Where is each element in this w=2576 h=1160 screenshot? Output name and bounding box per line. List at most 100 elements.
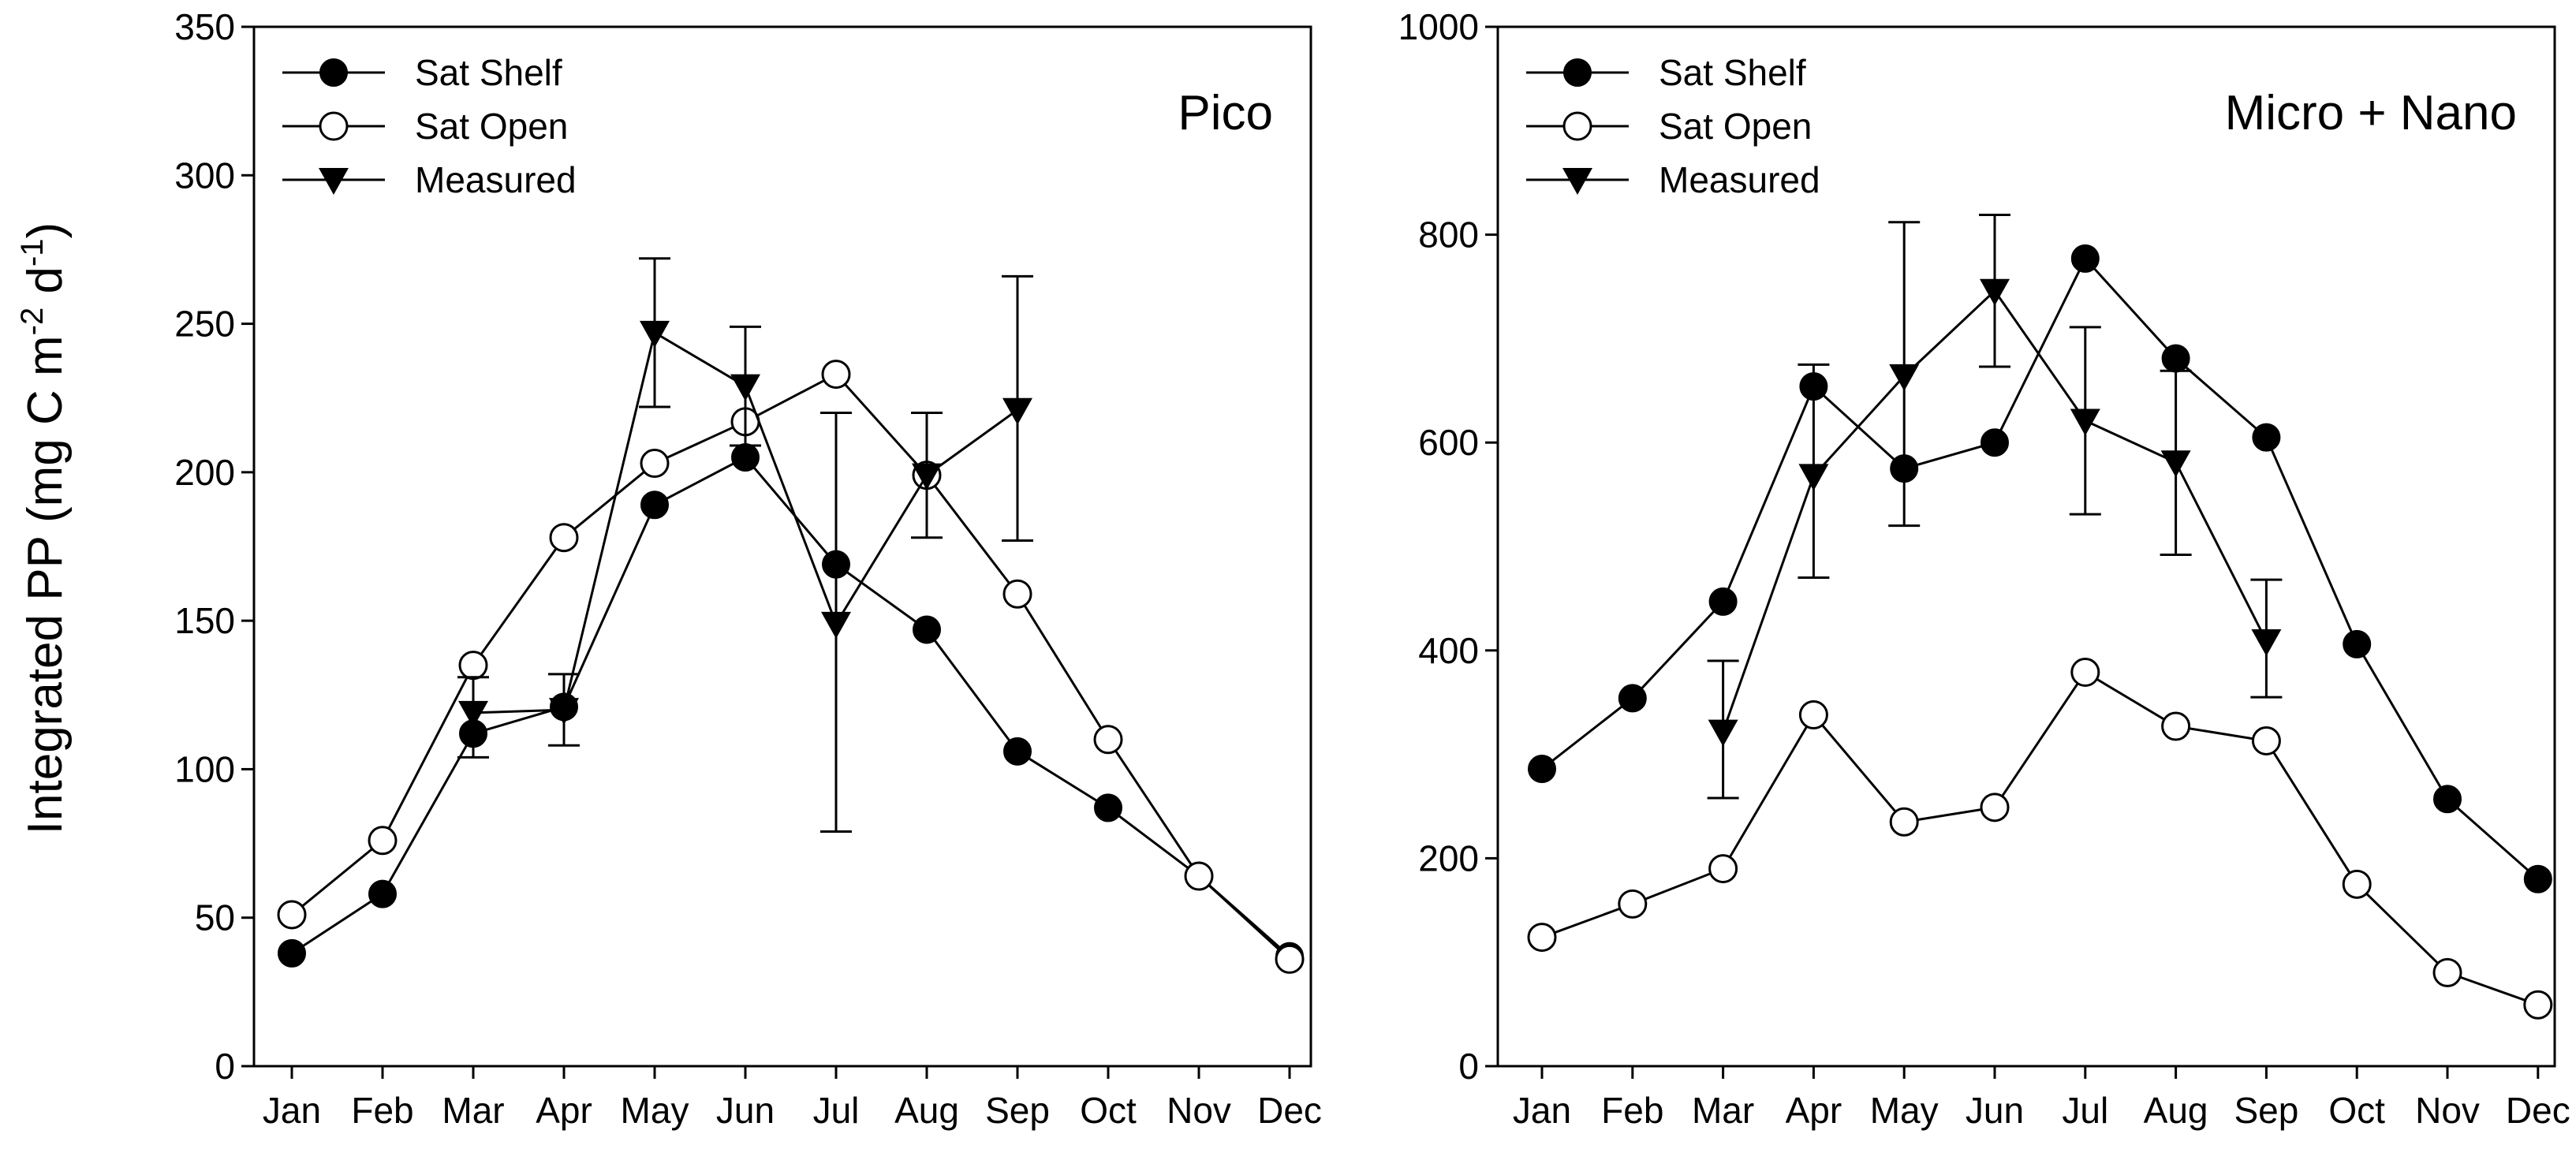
x-tick-label: Mar	[442, 1090, 504, 1131]
y-tick-label: 800	[1418, 214, 1479, 255]
y-tick-label: 300	[174, 155, 235, 196]
x-tick-label: May	[621, 1090, 689, 1131]
data-point-sat-shelf	[1981, 428, 2009, 457]
data-point-sat-shelf	[640, 490, 669, 520]
y-axis-label: Integrated PP (mg C m-2 d-1)	[15, 222, 73, 834]
x-tick-label: Oct	[1080, 1090, 1137, 1131]
data-point-sat-open	[1184, 861, 1214, 891]
data-point-sat-shelf	[2343, 629, 2372, 658]
data-point-sat-shelf	[368, 879, 397, 908]
x-tick-label: Feb	[351, 1090, 413, 1131]
x-tick-label: Nov	[1167, 1090, 1231, 1131]
data-point-sat-open	[2161, 711, 2191, 741]
y-tick-label: 600	[1418, 422, 1479, 463]
data-point-sat-open	[1798, 700, 1828, 730]
series-measured	[457, 257, 1033, 834]
plot-frame	[1496, 25, 2556, 1068]
data-point-sat-open	[2342, 869, 2372, 899]
data-point-sat-open	[1889, 807, 1919, 837]
data-point-measured	[912, 463, 942, 490]
data-point-sat-shelf	[278, 938, 306, 968]
data-point-sat-open	[640, 449, 670, 479]
data-point-measured	[2251, 628, 2282, 656]
data-point-measured	[1889, 364, 1920, 391]
y-tick-label: 200	[174, 452, 235, 493]
legend-label-sat-open: Sat Open	[415, 106, 568, 147]
data-point-sat-open	[1527, 923, 1557, 953]
series-line-sat-shelf	[1541, 256, 2539, 880]
data-point-sat-shelf	[2070, 244, 2100, 273]
legend-marker-measured	[319, 168, 349, 195]
y-tick-label: 50	[195, 897, 235, 938]
y-tick-label: 0	[1458, 1046, 1479, 1087]
data-point-sat-open	[1275, 944, 1305, 974]
data-point-sat-open	[2523, 990, 2553, 1020]
data-point-sat-shelf	[2523, 864, 2552, 893]
series-line-sat-open	[291, 372, 1291, 960]
data-point-sat-open	[549, 523, 579, 553]
legend-marker-measured	[1562, 168, 1592, 195]
y-tick-label: 100	[174, 748, 235, 789]
x-tick-label: May	[1870, 1090, 1939, 1131]
series-sat-shelf	[278, 443, 1304, 971]
legend-marker-sat-open	[1562, 111, 1592, 141]
data-point-measured	[640, 320, 670, 348]
legend-label-measured: Measured	[1659, 159, 1820, 200]
x-tick-label: Sep	[985, 1090, 1050, 1131]
x-tick-label: Feb	[1601, 1090, 1663, 1131]
x-tick-label: Apr	[536, 1090, 592, 1131]
data-point-sat-shelf	[2252, 423, 2281, 452]
data-point-measured	[821, 611, 851, 639]
data-point-measured	[1708, 719, 1738, 747]
data-point-sat-shelf	[913, 615, 941, 644]
x-tick-label: Jan	[263, 1090, 321, 1131]
legend-marker-sat-shelf	[1563, 58, 1592, 87]
x-tick-label: Dec	[2506, 1090, 2570, 1131]
series-measured	[1707, 214, 2283, 800]
x-tick-label: Mar	[1692, 1090, 1754, 1131]
data-point-sat-shelf	[1003, 737, 1032, 766]
legend-label-sat-shelf: Sat Shelf	[415, 52, 562, 93]
x-tick-label: Jul	[813, 1090, 860, 1131]
x-tick-label: Sep	[2234, 1090, 2298, 1131]
panel-title: Pico	[1178, 86, 1273, 140]
legend-label-measured: Measured	[415, 159, 577, 200]
data-point-sat-shelf	[1708, 587, 1738, 616]
y-tick-label: 250	[174, 304, 235, 345]
data-point-sat-shelf	[2161, 344, 2190, 373]
y-tick-label: 1000	[1398, 6, 1479, 47]
data-point-measured	[1002, 397, 1032, 425]
data-point-measured	[549, 698, 579, 725]
y-tick-label: 400	[1418, 630, 1479, 671]
series-sat-open	[1527, 657, 2553, 1020]
data-point-sat-open	[2070, 657, 2100, 687]
legend-marker-sat-shelf	[319, 58, 348, 87]
data-point-measured	[458, 700, 488, 728]
data-point-sat-open	[2251, 725, 2281, 755]
series-line-sat-open	[1541, 670, 2539, 1006]
y-tick-label: 200	[1418, 837, 1479, 878]
plot-frame	[252, 25, 1312, 1068]
data-point-sat-open	[368, 826, 398, 856]
y-tick-label: 150	[174, 600, 235, 641]
x-tick-label: Jun	[1966, 1090, 2024, 1131]
y-tick-label: 0	[215, 1046, 235, 1087]
x-tick-label: Nov	[2415, 1090, 2480, 1131]
data-point-sat-open	[821, 360, 851, 390]
chart-micro-nano: 0 200 400 600 800 1000 Jan Feb Mar Apr May Jun Jul Au…	[1398, 6, 2570, 1131]
data-point-sat-open	[1708, 854, 1738, 884]
legend-marker-sat-open	[319, 111, 349, 141]
legend-label-sat-open: Sat Open	[1659, 106, 1812, 147]
data-point-sat-open	[1980, 793, 2010, 822]
series-sat-shelf	[1528, 244, 2552, 893]
x-tick-label: Aug	[894, 1090, 959, 1131]
panel-title: Micro + Nano	[2225, 86, 2517, 140]
data-point-sat-open	[2432, 957, 2462, 987]
legend-label-sat-shelf: Sat Shelf	[1659, 52, 1806, 93]
x-tick-label: Jul	[2062, 1090, 2108, 1131]
data-point-sat-open	[458, 651, 488, 681]
data-point-sat-open	[1618, 889, 1648, 919]
data-point-measured	[2070, 408, 2100, 436]
data-point-sat-shelf	[731, 443, 760, 472]
